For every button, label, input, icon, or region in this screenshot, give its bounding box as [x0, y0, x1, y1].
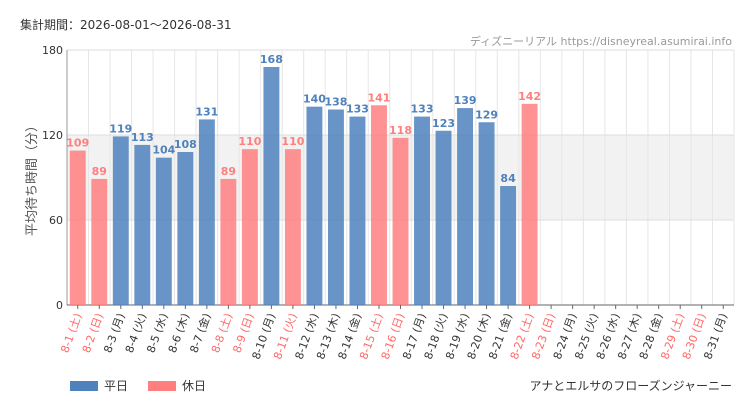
bar — [371, 105, 387, 305]
bar-value-label: 110 — [281, 135, 304, 148]
bar — [241, 149, 258, 305]
bar-value-label: 131 — [195, 105, 218, 118]
bar-value-label: 84 — [500, 172, 516, 185]
bar-value-label: 89 — [92, 165, 107, 178]
bar-value-label: 140 — [303, 93, 326, 106]
bar-value-label: 109 — [66, 137, 89, 150]
site-credit: ディズニーリアル https://disneyreal.asumirai.inf… — [469, 35, 732, 48]
y-axis-label: 平均待ち時間（分） — [25, 119, 40, 236]
bar-value-label: 118 — [389, 124, 412, 137]
bar — [198, 119, 215, 306]
legend-label-holiday: 休日 — [182, 379, 207, 393]
bar — [112, 136, 129, 305]
y-tick-label: 180 — [42, 44, 63, 57]
legend-swatch-weekday — [70, 380, 98, 391]
bar — [478, 122, 495, 305]
bar-value-label: 133 — [346, 103, 369, 116]
bar — [177, 152, 194, 305]
bar — [414, 116, 430, 305]
bar-value-label: 142 — [518, 90, 541, 103]
bar-value-label: 119 — [109, 122, 132, 135]
bar-value-label: 89 — [221, 165, 236, 178]
y-tick-label: 60 — [49, 214, 63, 227]
bar — [457, 108, 474, 305]
legend-item-weekday: 平日 — [70, 377, 128, 394]
bar-value-label: 141 — [367, 91, 390, 104]
bar-value-label: 110 — [238, 135, 261, 148]
bar-value-label: 113 — [131, 131, 154, 144]
bar-value-label: 139 — [454, 94, 477, 107]
bar-value-label: 129 — [475, 108, 498, 121]
legend-item-holiday: 休日 — [148, 377, 206, 394]
y-tick-label: 0 — [56, 299, 63, 312]
bar-value-label: 138 — [324, 96, 347, 109]
bar-value-label: 168 — [260, 53, 283, 66]
legend-label-weekday: 平日 — [104, 379, 129, 393]
bar — [521, 103, 538, 305]
bar — [91, 178, 108, 305]
bar — [435, 130, 452, 305]
chart-legend: 平日 休日 — [70, 377, 206, 394]
bar — [155, 157, 172, 305]
bar — [220, 178, 237, 305]
bar-value-label: 133 — [411, 103, 434, 116]
bar — [500, 186, 517, 305]
bar — [392, 137, 409, 305]
bar — [349, 116, 366, 305]
bar — [134, 144, 151, 305]
bar — [284, 149, 301, 305]
legend-swatch-holiday — [148, 380, 177, 391]
bar — [263, 67, 280, 305]
bar — [69, 150, 86, 305]
bar-value-label: 104 — [152, 144, 175, 157]
bar — [327, 109, 344, 305]
y-tick-label: 120 — [42, 129, 63, 142]
period-label: 集計期間：2026-08-01～2026-08-31 — [20, 18, 232, 32]
bar-value-label: 108 — [174, 138, 197, 151]
bar-value-label: 123 — [432, 117, 455, 130]
attraction-name: アナとエルサのフローズンジャーニー — [529, 379, 732, 393]
bar — [306, 106, 323, 306]
